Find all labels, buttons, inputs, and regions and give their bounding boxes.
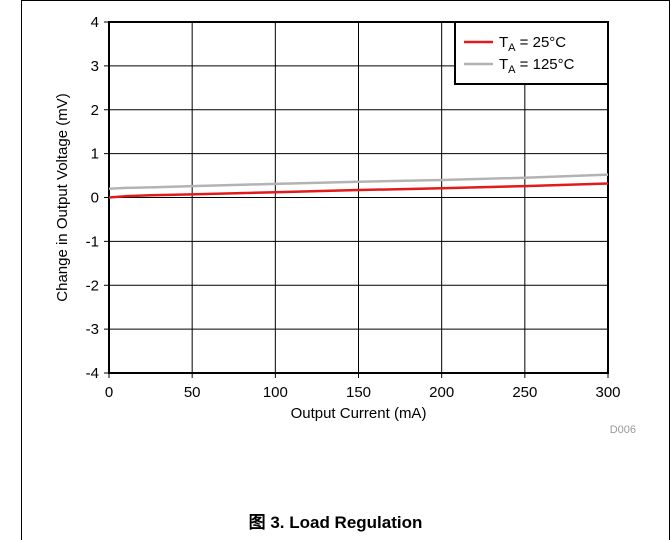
x-tick-label: 100 <box>263 384 288 401</box>
y-tick-label: 2 <box>91 102 99 119</box>
y-tick-label: 0 <box>91 190 99 207</box>
y-tick-label: -4 <box>86 365 99 382</box>
series-line <box>108 182 609 199</box>
legend-entry-label: TA = 125°C <box>499 56 575 76</box>
y-axis-label: Change in Output Voltage (mV) <box>54 93 71 301</box>
x-tick-label: 0 <box>105 384 113 401</box>
legend-entry-label: TA = 25°C <box>499 34 566 54</box>
figure-frame <box>21 0 670 540</box>
x-tick-label: 300 <box>595 384 620 401</box>
figure-caption: 图 3. Load Regulation <box>248 513 423 532</box>
load-regulation-chart: 0 50 100 150 200 250 300 -4 -3 -2 -1 0 1 2 3 4 Output Cu… <box>54 14 636 436</box>
x-tick-label: 250 <box>512 384 537 401</box>
x-tick-label: 150 <box>346 384 371 401</box>
x-tick-label: 50 <box>184 384 201 401</box>
series-line <box>108 173 609 190</box>
x-tick-label: 200 <box>429 384 454 401</box>
legend-box <box>454 21 609 85</box>
figure-code: D006 <box>610 424 636 436</box>
y-tick-label: -3 <box>86 321 99 338</box>
y-tick-label: 3 <box>91 58 99 75</box>
x-axis-label: Output Current (mA) <box>291 405 427 422</box>
y-tick-label: -1 <box>86 233 99 250</box>
y-tick-label: 1 <box>91 146 99 163</box>
y-tick-label: 4 <box>91 14 99 31</box>
y-tick-label: -2 <box>86 277 99 294</box>
